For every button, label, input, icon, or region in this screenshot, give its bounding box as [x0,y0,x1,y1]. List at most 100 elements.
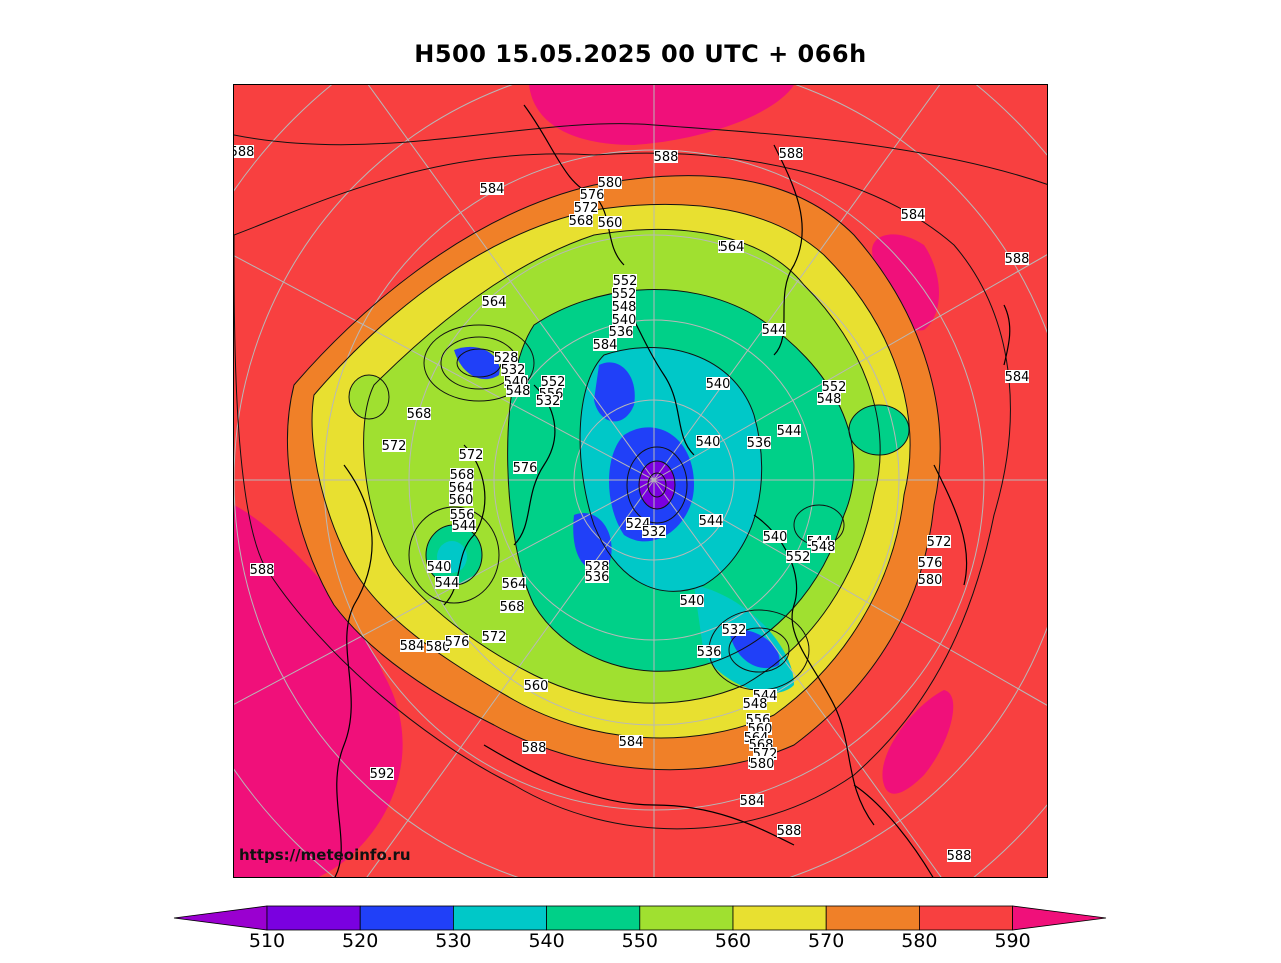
svg-text:584: 584 [480,182,505,197]
svg-text:576: 576 [445,635,470,650]
svg-text:576: 576 [513,461,538,476]
svg-text:588: 588 [947,849,972,864]
contour-label: 572 [482,630,506,645]
svg-text:588: 588 [779,147,804,162]
contour-label: 548 [817,392,842,407]
svg-text:548: 548 [506,384,531,399]
colorbar-segment [359,905,454,931]
contour-label: 540 [696,435,720,450]
blue-low-right [729,629,780,669]
contour-label: 552 [612,287,636,302]
contour-label: 540 [706,377,730,392]
svg-text:588: 588 [654,150,679,165]
contour-label: 584 [1005,370,1030,385]
contour-label: 552 [613,274,638,289]
contour-label: 588 [654,150,679,165]
contour-label: 576 [513,461,538,476]
svg-text:588: 588 [234,145,254,160]
svg-text:552: 552 [613,274,638,289]
colorbar-tick-label: 590 [994,930,1031,952]
contour-label: 584 [619,735,644,750]
contour-label: 588 [779,147,804,162]
contour-label: 536 [697,645,721,660]
svg-text:528: 528 [494,351,519,366]
contour-label: 560 [449,493,474,508]
svg-text:540: 540 [680,594,705,609]
contour-label: 532 [642,525,666,540]
svg-text:548: 548 [817,392,842,407]
svg-text:560: 560 [598,216,623,231]
contour-label: 584 [901,208,926,223]
contour-label: 564 [502,577,527,592]
magenta-zone-left [234,505,403,877]
svg-text:548: 548 [612,300,637,315]
contour-label: 576 [445,635,470,650]
svg-text:564: 564 [502,577,527,592]
contour-label: 580 [426,640,451,655]
svg-text:560: 560 [449,493,474,508]
svg-text:536: 536 [747,436,772,451]
svg-text:584: 584 [619,735,644,750]
svg-text:588: 588 [1005,252,1030,267]
colorbar-extend-high [1012,905,1107,931]
blue-low-lower [573,513,612,570]
svg-text:580: 580 [750,757,775,772]
contour-label: 588 [777,824,801,839]
colorbar-tick-label: 510 [248,930,286,952]
svg-text:584: 584 [740,794,765,809]
colorbar-segment [546,905,641,931]
svg-text:552: 552 [541,375,566,390]
contour-label: 540 [427,560,452,575]
magenta-zone-top [529,85,794,145]
colorbar-segment [266,905,361,931]
contour-label: 532 [536,394,560,409]
svg-text:568: 568 [500,600,525,615]
contour-label: 568 [450,468,474,483]
svg-text:584: 584 [593,338,618,353]
contour-label: 568 [407,407,432,422]
h500-map: 5925885845885885845885805765725685605525… [233,84,1048,878]
contour-label: 572 [927,535,951,550]
svg-text:544: 544 [777,424,802,439]
svg-text:544: 544 [762,323,787,338]
svg-text:568: 568 [407,407,432,422]
contour-label: 544 [452,519,476,534]
colorbar-segment [452,905,547,931]
colorbar-tick-label: 560 [714,930,752,952]
contour-label: 564 [449,481,474,496]
svg-text:564: 564 [482,295,507,310]
svg-text:588: 588 [250,563,275,578]
svg-text:584: 584 [901,208,926,223]
colorbar-segment [919,905,1014,931]
svg-text:584: 584 [1005,370,1030,385]
svg-text:540: 540 [427,560,452,575]
contour-label: 532 [501,363,525,378]
contour-label: 536 [585,570,609,585]
contour-label: 548 [506,384,531,399]
svg-text:568: 568 [569,214,594,229]
contour-label: 580 [750,757,775,772]
contour-label: 548 [612,300,637,315]
contour-label: 572 [459,448,484,463]
contour-label: 544 [435,576,459,591]
contour-label: 584 [400,639,425,654]
colorbar-segment [825,905,920,931]
geopotential-map-svg: 5925885845885885845885805765725685605525… [234,85,1047,877]
svg-text:564: 564 [449,481,474,496]
contour-label: 584 [740,794,765,809]
svg-text:552: 552 [822,380,847,395]
svg-text:564: 564 [720,240,745,255]
svg-text:552: 552 [786,550,811,565]
contour-label: 552 [822,380,847,395]
contour-label: 536 [609,325,633,340]
svg-text:572: 572 [459,448,484,463]
svg-text:580: 580 [426,640,451,655]
colorbar-tick-label: 570 [808,930,845,952]
contour-label: 544 [699,514,723,529]
svg-text:584: 584 [400,639,425,654]
svg-text:588: 588 [522,741,547,756]
contour-label: 580 [598,176,622,191]
svg-text:548: 548 [811,540,836,555]
contour-label: 552 [541,375,566,390]
contour-label: 584 [593,338,618,353]
